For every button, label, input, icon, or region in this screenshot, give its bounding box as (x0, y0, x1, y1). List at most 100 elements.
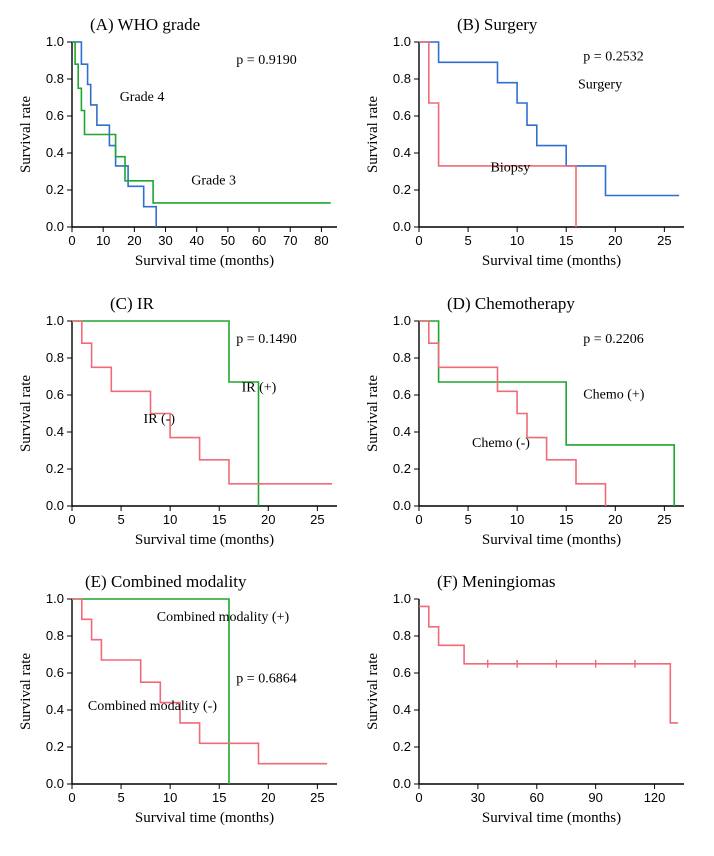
svg-text:120: 120 (644, 790, 666, 805)
panel-title: (C) IR (110, 294, 155, 313)
svg-text:5: 5 (464, 233, 471, 248)
svg-text:60: 60 (530, 790, 544, 805)
series-label: IR (-) (144, 411, 176, 426)
svg-text:0.2: 0.2 (46, 182, 64, 197)
y-axis-label: Survival rate (365, 96, 381, 173)
p-value: p = 0.1490 (236, 332, 296, 347)
svg-text:20: 20 (608, 233, 622, 248)
svg-text:5: 5 (117, 790, 124, 805)
svg-text:70: 70 (283, 233, 297, 248)
panel-F: (F) Meningiomas0.00.20.40.60.81.00306090… (357, 567, 704, 846)
panel-title: (E) Combined modality (85, 572, 247, 591)
svg-text:0.4: 0.4 (393, 702, 411, 717)
series-line (419, 607, 678, 724)
svg-text:0: 0 (68, 512, 75, 527)
svg-text:40: 40 (189, 233, 203, 248)
panel-A: (A) WHO grade0.00.20.40.60.81.0010203040… (10, 10, 357, 289)
svg-text:0: 0 (68, 233, 75, 248)
series-label: Combined modality (+) (157, 611, 290, 626)
x-axis-label: Survival time (months) (135, 810, 274, 826)
svg-text:5: 5 (117, 512, 124, 527)
p-value: p = 0.2206 (583, 332, 643, 347)
svg-text:0.0: 0.0 (46, 776, 64, 791)
svg-text:25: 25 (310, 512, 324, 527)
series-line (419, 321, 606, 506)
svg-text:0.2: 0.2 (393, 461, 411, 476)
svg-text:20: 20 (261, 790, 275, 805)
svg-text:0.4: 0.4 (393, 145, 411, 160)
series-line (419, 321, 674, 506)
series-label: Grade 4 (120, 90, 165, 105)
svg-text:0.6: 0.6 (393, 665, 411, 680)
svg-text:0.8: 0.8 (393, 71, 411, 86)
svg-text:0.2: 0.2 (46, 461, 64, 476)
x-axis-label: Survival time (months) (482, 810, 621, 826)
series-label: Combined modality (-) (88, 699, 217, 714)
x-axis-label: Survival time (months) (135, 253, 274, 269)
svg-text:0.2: 0.2 (393, 182, 411, 197)
svg-text:90: 90 (588, 790, 602, 805)
svg-text:50: 50 (221, 233, 235, 248)
svg-text:0.6: 0.6 (46, 108, 64, 123)
svg-text:0.8: 0.8 (393, 350, 411, 365)
svg-text:0.4: 0.4 (393, 424, 411, 439)
svg-text:25: 25 (310, 790, 324, 805)
svg-text:0.8: 0.8 (46, 350, 64, 365)
panel-title: (B) Surgery (457, 15, 538, 34)
panel-title: (A) WHO grade (90, 15, 200, 34)
y-axis-label: Survival rate (365, 374, 381, 451)
panel-title: (F) Meningiomas (437, 572, 556, 591)
svg-text:0.0: 0.0 (393, 776, 411, 791)
series-label: Chemo (+) (583, 387, 644, 402)
panel-E: (E) Combined modality 0.0 0.2 0.4 0.6 0.8 1.0 0… (10, 567, 357, 846)
svg-text:20: 20 (608, 512, 622, 527)
svg-text:60: 60 (252, 233, 266, 248)
svg-text:0.6: 0.6 (46, 387, 64, 402)
svg-text:20: 20 (261, 512, 275, 527)
svg-text:0.0: 0.0 (46, 219, 64, 234)
svg-text:80: 80 (314, 233, 328, 248)
panel-C: (C) IR0.00.20.40.60.81.00510152025Surviv… (10, 289, 357, 568)
svg-text:25: 25 (657, 233, 671, 248)
svg-text:5: 5 (464, 512, 471, 527)
svg-text:15: 15 (559, 512, 573, 527)
x-axis-label: Survival time (months) (482, 532, 621, 548)
svg-text:0: 0 (415, 790, 422, 805)
svg-text:1.0: 1.0 (46, 34, 64, 49)
svg-text:15: 15 (559, 233, 573, 248)
panel-B: (B) Surgery0.00.20.40.60.81.00510152025S… (357, 10, 704, 289)
svg-text:0.2: 0.2 (46, 739, 64, 754)
svg-text:0.8: 0.8 (46, 71, 64, 86)
y-axis-label: Survival rate (18, 653, 34, 730)
svg-text:0.8: 0.8 (46, 628, 64, 643)
svg-text:0.4: 0.4 (46, 424, 64, 439)
svg-text:0.0: 0.0 (393, 498, 411, 513)
svg-text:0.6: 0.6 (46, 665, 64, 680)
svg-text:1.0: 1.0 (393, 591, 411, 606)
svg-text:1.0: 1.0 (46, 313, 64, 328)
panel-D: (D) Chemotherapy0.00.20.40.60.81.0051015… (357, 289, 704, 568)
svg-text:30: 30 (471, 790, 485, 805)
svg-text:10: 10 (163, 790, 177, 805)
series-label: IR (+) (242, 380, 277, 395)
p-value: p = 0.9190 (236, 53, 296, 68)
series-line (419, 42, 679, 196)
svg-text:30: 30 (158, 233, 172, 248)
svg-text:0: 0 (68, 790, 75, 805)
y-axis-label: Survival rate (18, 374, 34, 451)
svg-text:20: 20 (127, 233, 141, 248)
svg-text:15: 15 (212, 790, 226, 805)
svg-text:0.4: 0.4 (46, 702, 64, 717)
y-axis-label: Survival rate (18, 96, 34, 173)
svg-text:0.2: 0.2 (393, 739, 411, 754)
p-value: p = 0.6864 (236, 672, 296, 687)
x-axis-label: Survival time (months) (135, 532, 274, 548)
svg-text:10: 10 (510, 233, 524, 248)
x-axis-label: Survival time (months) (482, 253, 621, 269)
svg-text:1.0: 1.0 (393, 34, 411, 49)
series-label: Chemo (-) (472, 435, 530, 450)
series-line (72, 599, 229, 784)
svg-text:0.6: 0.6 (393, 387, 411, 402)
p-value: p = 0.2532 (583, 50, 643, 65)
svg-text:1.0: 1.0 (46, 591, 64, 606)
